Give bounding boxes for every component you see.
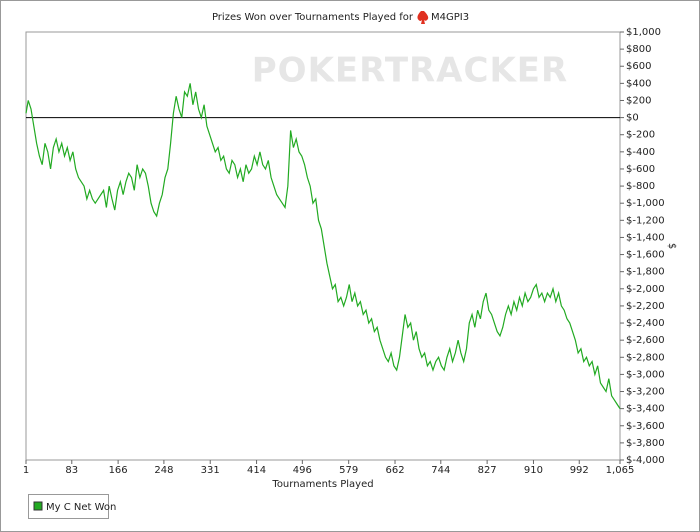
- y-tick-label: $-1,600: [626, 250, 665, 261]
- y-tick-label: $800: [626, 44, 651, 55]
- y-tick-label: $-2,600: [626, 335, 665, 346]
- spade-icon: [417, 11, 429, 24]
- y-tick-label: $-2,200: [626, 301, 665, 312]
- y-tick-label: $-3,200: [626, 387, 665, 398]
- x-tick-label: 744: [431, 465, 450, 476]
- chart-title: Prizes Won over Tournaments Played for: [212, 12, 414, 23]
- y-tick-label: $-1,200: [626, 215, 665, 226]
- y-tick-label: $-600: [626, 164, 655, 175]
- y-tick-label: $-800: [626, 181, 655, 192]
- y-tick-label: $200: [626, 95, 651, 106]
- y-axis-label: $: [666, 243, 677, 249]
- x-tick-label: 248: [154, 465, 173, 476]
- y-tick-label: $-1,000: [626, 198, 665, 209]
- y-tick-label: $-3,600: [626, 421, 665, 432]
- watermark: POKERTRACKER: [252, 51, 568, 91]
- y-tick-label: $-400: [626, 147, 655, 158]
- x-axis-label: Tournaments Played: [271, 479, 373, 490]
- x-tick-label: 414: [247, 465, 266, 476]
- legend-label: My C Net Won: [46, 502, 116, 513]
- x-tick-label: 579: [339, 465, 358, 476]
- y-tick-label: $-1,800: [626, 267, 665, 278]
- x-tick-label: 992: [570, 465, 589, 476]
- series-line: [25, 83, 621, 409]
- y-tick-label: $1,000: [626, 27, 661, 38]
- x-tick-label: 496: [293, 465, 312, 476]
- y-tick-label: $-2,800: [626, 352, 665, 363]
- x-tick-label: 83: [65, 465, 78, 476]
- x-tick-label: 662: [385, 465, 404, 476]
- y-tick-label: $-2,400: [626, 318, 665, 329]
- y-tick-label: $0: [626, 113, 639, 124]
- x-tick-label: 910: [524, 465, 543, 476]
- y-tick-label: $-200: [626, 130, 655, 141]
- legend-swatch: [33, 501, 43, 511]
- y-tick-label: $400: [626, 78, 651, 89]
- y-tick-label: $-3,000: [626, 369, 665, 380]
- plot-border: [25, 31, 621, 461]
- x-tick-label: 331: [201, 465, 220, 476]
- x-tick-label: 827: [478, 465, 497, 476]
- y-tick-label: $-3,800: [626, 438, 665, 449]
- y-tick-label: $-1,400: [626, 232, 665, 243]
- x-tick-label: 166: [109, 465, 128, 476]
- x-tick-label: 1: [23, 465, 29, 476]
- legend: [28, 494, 109, 519]
- x-tick-label: 1,065: [606, 465, 635, 476]
- y-tick-label: $-4,000: [626, 455, 665, 466]
- y-tick-label: $-3,400: [626, 404, 665, 415]
- y-tick-label: $600: [626, 61, 651, 72]
- y-tick-label: $-2,000: [626, 284, 665, 295]
- player-name: M4GPI3: [431, 12, 469, 23]
